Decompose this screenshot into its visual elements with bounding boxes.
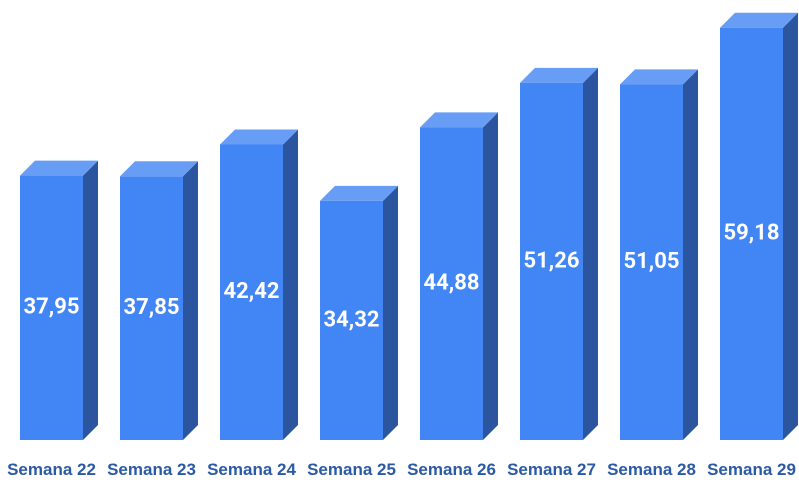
value-label: 59,18 (724, 221, 780, 246)
bar-top (120, 161, 198, 177)
value-label: 42,42 (224, 279, 280, 304)
x-tick-label: Semana 25 (307, 460, 396, 479)
bar-side (783, 12, 798, 440)
bar (120, 176, 183, 441)
bar-top (420, 112, 498, 128)
bar-side (683, 69, 698, 440)
bar-side (283, 129, 298, 440)
bar-side (83, 160, 98, 441)
bar (320, 200, 383, 440)
x-tick-label: Semana 28 (607, 460, 696, 479)
x-tick-label: Semana 29 (707, 460, 796, 479)
bar-top (20, 160, 98, 176)
bar-top (320, 185, 398, 201)
x-tick-label: Semana 26 (407, 460, 496, 479)
bar (20, 175, 83, 441)
bar-top (620, 69, 698, 85)
bar-top (520, 67, 598, 83)
value-label: 44,88 (424, 270, 480, 295)
bar (420, 127, 483, 440)
x-tick-label: Semana 23 (107, 460, 196, 479)
bar (620, 84, 683, 440)
bar (720, 27, 783, 440)
bar-side (483, 112, 498, 440)
value-label: 34,32 (324, 307, 380, 332)
value-label: 37,95 (24, 295, 80, 320)
x-tick-label: Semana 27 (507, 460, 596, 479)
bar-side (383, 185, 398, 440)
value-label: 51,05 (624, 249, 680, 274)
value-label: 51,26 (524, 248, 580, 273)
bar-side (183, 161, 198, 441)
x-tick-label: Semana 22 (7, 460, 96, 479)
bar-side (583, 67, 598, 440)
bar-top (720, 12, 798, 28)
bar (520, 82, 583, 440)
x-tick-label: Semana 24 (207, 460, 296, 479)
bar (220, 144, 283, 440)
value-label: 37,85 (124, 295, 180, 320)
bar-top (220, 129, 298, 145)
